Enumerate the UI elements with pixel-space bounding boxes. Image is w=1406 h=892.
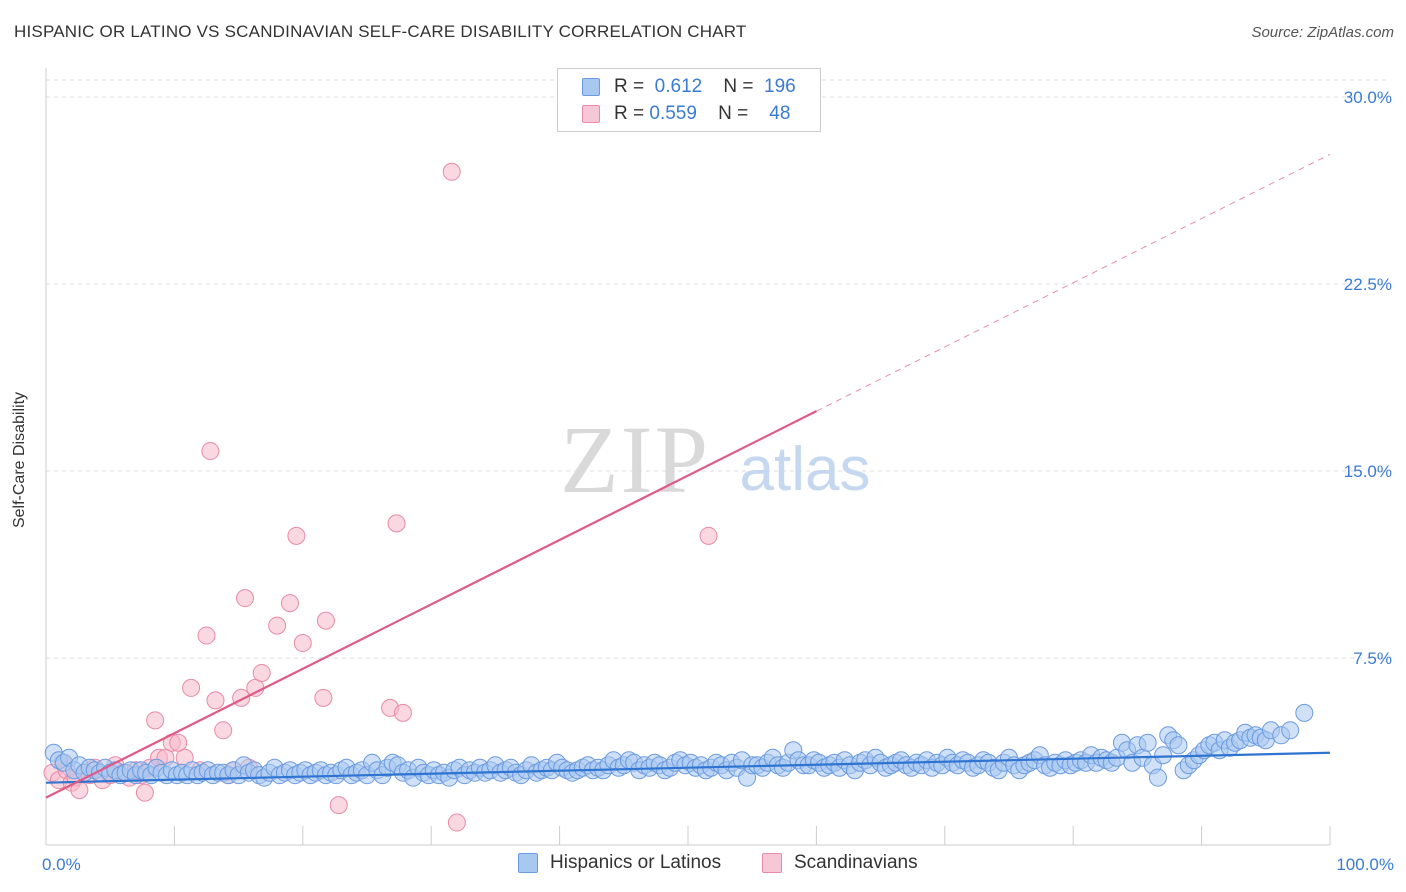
scandinavians-point <box>135 783 154 802</box>
legend-n-label: N = <box>723 76 754 97</box>
legend-label-hispanics: Hispanics or Latinos <box>550 852 722 873</box>
scandinavians-trend-line <box>45 410 817 799</box>
scandinavians-point <box>393 703 412 722</box>
watermark-zip: ZIP <box>560 406 710 513</box>
legend-n-value: 196 <box>764 76 796 97</box>
legend-swatch-blue <box>518 853 538 873</box>
trend-lines <box>45 153 1331 799</box>
tick-labels: 7.5% 15.0% 22.5% 30.0% 0.0% 100.0% <box>42 88 1394 874</box>
stats-legend: R = 0.612 N = 196 R = 0.559 N = 48 <box>557 68 821 132</box>
gridlines <box>46 79 1390 659</box>
hispanics-point <box>1281 721 1300 740</box>
legend-r-value: 0.559 <box>649 103 697 124</box>
scandinavians-point <box>293 634 312 653</box>
source-label: Source: ZipAtlas.com <box>1251 24 1394 41</box>
scandinavians-point <box>169 733 188 752</box>
legend-n-label: N = <box>718 103 749 124</box>
scandinavians-point <box>387 514 406 533</box>
scandinavians-point <box>329 796 348 815</box>
scandinavians-point <box>214 721 233 740</box>
scandinavians-point <box>268 616 287 635</box>
x-tick-label: 0.0% <box>42 855 81 874</box>
scandinavians-point <box>287 526 306 545</box>
watermark-atlas: atlas <box>740 435 871 504</box>
scandinavians-point <box>246 678 265 697</box>
y-tick-label: 7.5% <box>1353 649 1392 668</box>
scandinavians-point <box>699 526 718 545</box>
watermark: ZIP atlas <box>560 406 870 513</box>
scandinavians-point <box>316 611 335 630</box>
scandinavians-point <box>280 594 299 613</box>
scandinavians-point <box>442 162 461 181</box>
scandinavians-point <box>182 678 201 697</box>
legend-row-scandinavians: R = 0.559 N = 48 <box>582 102 790 126</box>
series-legend: Hispanics or Latinos Scandinavians <box>0 852 1406 878</box>
legend-item-scandinavians[interactable]: Scandinavians <box>762 852 918 874</box>
scandinavians-trend-extension <box>816 153 1331 412</box>
legend-swatch-pink <box>582 105 600 123</box>
chart-title: HISPANIC OR LATINO VS SCANDINAVIAN SELF-… <box>14 22 747 41</box>
legend-row-hispanics: R = 0.612 N = 196 <box>582 75 796 99</box>
scandinavians-point <box>146 711 165 730</box>
y-tick-label: 15.0% <box>1344 462 1392 481</box>
y-tick-label: 30.0% <box>1344 88 1392 107</box>
hispanics-trend-line <box>45 751 1331 784</box>
scandinavians-point <box>201 442 220 461</box>
x-tick-label: 100.0% <box>1336 855 1394 874</box>
legend-n-value: 48 <box>769 103 791 124</box>
legend-swatch-pink <box>762 853 782 873</box>
scandinavians-point <box>447 813 466 832</box>
y-tick-label: 22.5% <box>1344 275 1392 294</box>
hispanics-points <box>44 703 1314 787</box>
legend-r-value: 0.612 <box>654 76 703 97</box>
scandinavians-point <box>197 626 216 645</box>
hispanics-point <box>1154 746 1173 765</box>
scandinavians-point <box>236 589 255 608</box>
legend-item-hispanics[interactable]: Hispanics or Latinos <box>518 852 721 874</box>
hispanics-point <box>1138 733 1157 752</box>
hispanics-point <box>1169 736 1188 755</box>
scandinavians-point <box>206 691 225 710</box>
legend-r-label: R = <box>614 76 645 97</box>
scandinavians-point <box>252 663 271 682</box>
legend-label-scandinavians: Scandinavians <box>794 852 918 873</box>
legend-r-label: R = <box>614 103 645 124</box>
scandinavians-point <box>314 688 333 707</box>
hispanics-point <box>1148 768 1167 787</box>
legend-swatch-blue <box>582 78 600 96</box>
hispanics-point <box>1295 703 1314 722</box>
axes <box>45 68 1331 846</box>
